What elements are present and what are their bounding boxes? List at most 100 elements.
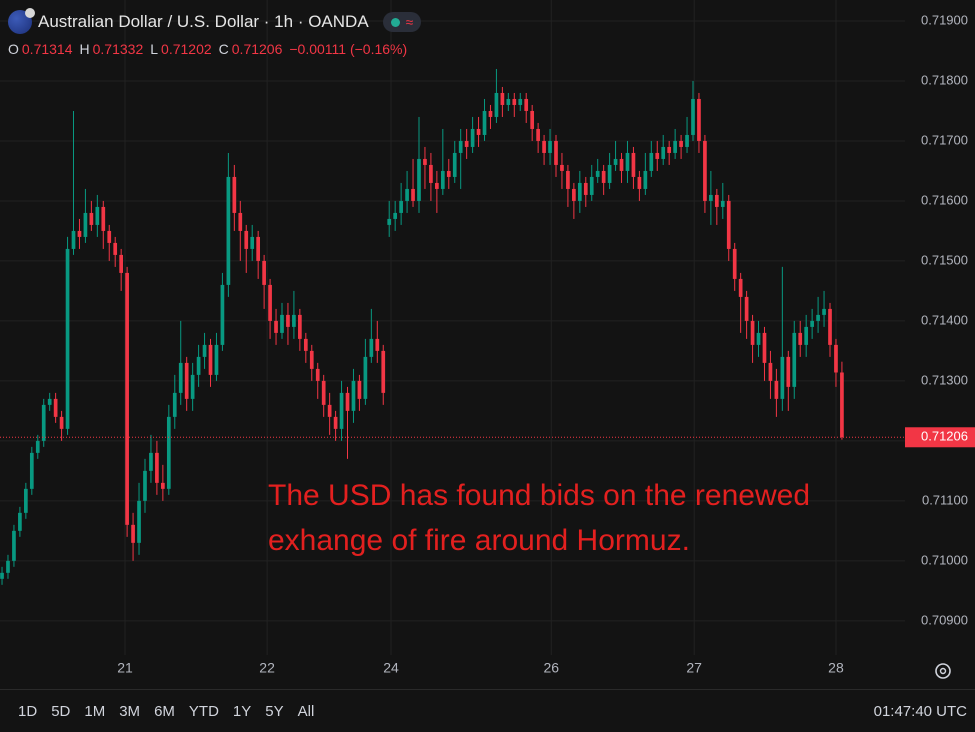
timeframe-button[interactable]: All [297, 702, 315, 720]
y-tick-label: 0.71700 [921, 132, 968, 147]
candle-body [446, 170, 451, 177]
candle-body [470, 128, 475, 147]
candle-body [333, 416, 338, 429]
ohlc-value: 0.71332 [92, 41, 144, 57]
candle-body [691, 98, 695, 135]
y-tick-label: 0.71600 [921, 192, 968, 207]
candle-body [387, 218, 392, 225]
clock: 01:47:40 UTC [873, 702, 967, 720]
candle-body [500, 92, 505, 105]
candle-body [577, 182, 582, 201]
candle-body [583, 182, 588, 195]
candle-body [774, 380, 779, 399]
candle-body [512, 98, 517, 105]
candle-body [673, 140, 677, 153]
candle-body [411, 188, 415, 201]
candle-body [661, 146, 666, 159]
y-tick-label: 0.71500 [921, 252, 968, 267]
candle-body [714, 194, 719, 207]
candle-body [476, 128, 481, 135]
settings-icon[interactable] [935, 663, 951, 679]
candle-body [268, 284, 272, 321]
candle-body [625, 152, 630, 171]
candle-body [750, 320, 755, 345]
ohlc-legend: O 0.71314 H 0.71332 L 0.71202 C 0.71206 −0.0… [8, 41, 411, 57]
candle-body [375, 338, 380, 351]
candle-body [220, 284, 225, 345]
candle-body [840, 372, 844, 438]
gear-center[interactable] [939, 667, 947, 675]
candle-body [315, 368, 320, 381]
candle-body [726, 200, 731, 249]
ohlc-key: H [79, 41, 90, 57]
market-status[interactable]: ≈ [382, 12, 422, 32]
candle-body [101, 206, 106, 231]
candle-body [280, 314, 284, 333]
candles [0, 68, 844, 585]
candle-body [452, 152, 457, 177]
candle-body [6, 560, 10, 573]
candle-body [53, 398, 58, 417]
candle-body [613, 158, 618, 165]
candle-body [810, 320, 814, 327]
candle-body [703, 140, 707, 201]
candle-body [440, 170, 445, 189]
candle-body [125, 272, 129, 525]
candle-body [601, 170, 606, 183]
price-tag [905, 427, 975, 448]
symbol-title: Australian Dollar / U.S. Dollar · 1h · O… [38, 12, 369, 31]
y-tick-label: 0.71300 [921, 372, 968, 387]
y-tick-label: 0.71900 [921, 12, 968, 27]
candle-body [196, 356, 201, 375]
candle-body [119, 254, 124, 273]
candle-body [65, 248, 70, 429]
candle-body [244, 230, 249, 249]
candle-body [536, 128, 540, 141]
candle-body [29, 452, 34, 489]
timeframe-button[interactable]: 1Y [232, 702, 252, 720]
gear[interactable] [935, 663, 951, 679]
y-tick-label: 0.71000 [921, 552, 968, 567]
timeframe-button[interactable]: 1M [84, 702, 106, 720]
candle-body [679, 140, 683, 147]
candle-body [828, 308, 832, 345]
candle-body [685, 134, 689, 147]
timeframe-button[interactable]: 6M [154, 702, 175, 720]
timeframe-button[interactable]: 5Y [265, 702, 284, 720]
candle-body [816, 314, 820, 321]
candle-body [143, 470, 147, 501]
timeframe-button[interactable]: 3M [119, 702, 141, 720]
candle-body [518, 98, 523, 105]
timeframe-button[interactable]: 1D [18, 702, 38, 720]
candle-body [697, 98, 701, 141]
candle-body [286, 314, 290, 327]
candle-body [798, 332, 803, 345]
candle-body [321, 380, 326, 405]
candle-body [137, 500, 141, 543]
y-tick-label: 0.71800 [921, 72, 968, 87]
x-tick-label: 24 [383, 660, 399, 676]
candle-body [59, 416, 64, 429]
candle-body [95, 206, 100, 225]
candle-body [298, 314, 302, 339]
timeframe-button[interactable]: YTD [188, 702, 219, 720]
timeframe-button[interactable]: 5D [51, 702, 71, 720]
candle-body [649, 152, 654, 171]
candle-body [464, 140, 469, 147]
candle-body [47, 398, 52, 405]
candle-body [595, 170, 600, 177]
candle-body [738, 278, 743, 297]
candle-body [161, 482, 165, 489]
candle-body [643, 170, 648, 189]
candle-body [709, 194, 713, 201]
x-tick-label: 27 [686, 660, 702, 676]
candle-body [131, 524, 135, 543]
candle-body [226, 176, 231, 285]
candle-body [506, 98, 511, 105]
symbol-icon [8, 8, 35, 34]
ohlc-key: O [8, 41, 19, 57]
candle-body [250, 236, 255, 249]
candle-body [655, 152, 660, 159]
candle-body [482, 110, 487, 135]
